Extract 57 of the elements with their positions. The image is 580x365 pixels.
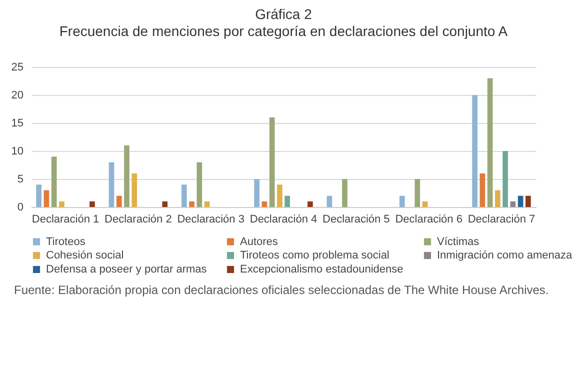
bar: [269, 117, 275, 207]
bar: [51, 156, 57, 207]
bar: [59, 201, 64, 207]
y-tick-label: 15: [11, 118, 24, 130]
legend-label: Excepcionalismo estadounidense: [240, 264, 404, 276]
source-note: Fuente: Elaboración propia con declaraciones oficiales seleccionadas de The White House Archives.: [14, 283, 550, 297]
bar: [90, 201, 95, 207]
bar: [414, 179, 420, 207]
bar: [162, 201, 168, 207]
bar: [36, 184, 42, 207]
bar: [181, 184, 187, 207]
y-tick-label: 20: [11, 90, 24, 102]
y-tick-label: 10: [11, 146, 24, 158]
bar: [510, 201, 516, 207]
bar: [308, 201, 313, 207]
bar: [502, 151, 508, 207]
bar: [480, 173, 486, 207]
legend-label: Tiroteos como problema social: [240, 250, 390, 262]
bar: [189, 201, 194, 207]
y-tick-label: 0: [17, 202, 24, 214]
bar: [124, 145, 130, 207]
bar: [204, 201, 210, 207]
bar: [132, 173, 138, 207]
legend-label: Víctimas: [437, 236, 480, 248]
chart-title: Gráfica 2: [255, 6, 312, 22]
bar: [326, 196, 332, 207]
bar: [487, 78, 493, 207]
bar: [518, 196, 524, 207]
bar: [284, 196, 290, 207]
legend-label: Inmigración como amenaza: [437, 250, 574, 262]
bar: [422, 201, 428, 207]
x-tick-label: Declaración 7: [468, 214, 536, 226]
legend-label: Tiroteos: [46, 236, 86, 248]
chart-subtitle: Frecuencia de menciones por categoría en declaraciones del conjunto A: [59, 23, 508, 39]
bar: [277, 184, 282, 207]
bar: [108, 162, 114, 207]
bar: [495, 190, 500, 207]
x-tick-label: Declaración 6: [395, 214, 462, 226]
x-tick-label: Declaración 5: [322, 214, 390, 226]
bar: [526, 196, 531, 207]
legend-label: Cohesión social: [46, 250, 124, 262]
x-tick-label: Declaración 2: [104, 214, 172, 226]
bar: [254, 179, 260, 207]
bar: [196, 162, 202, 207]
y-tick-label: 5: [17, 174, 24, 186]
x-tick-label: Declaración 4: [250, 214, 318, 226]
legend-label: Autores: [240, 236, 278, 248]
bar: [472, 95, 478, 207]
x-tick-label: Declaración 3: [177, 214, 244, 226]
bar: [342, 179, 348, 207]
bar: [116, 196, 122, 207]
bar: [399, 196, 405, 207]
bar: [44, 190, 50, 207]
bar: [262, 201, 268, 207]
legend-label: Defensa a poseer y portar armas: [46, 264, 208, 276]
x-tick-label: Declaración 1: [32, 214, 100, 226]
y-tick-label: 25: [11, 62, 24, 74]
